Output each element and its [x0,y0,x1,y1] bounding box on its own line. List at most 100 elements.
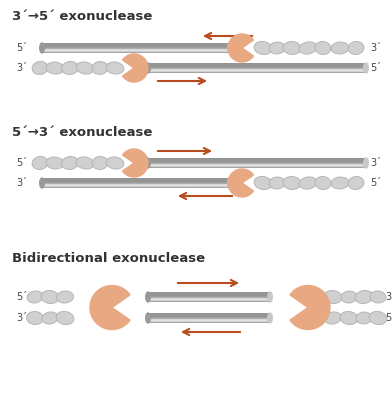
Ellipse shape [369,311,387,325]
Bar [42,43,230,44]
Ellipse shape [92,61,108,75]
Ellipse shape [32,156,48,169]
Text: 3´: 3´ [16,178,27,188]
Ellipse shape [62,156,78,169]
Bar [148,67,366,68]
Ellipse shape [40,43,44,53]
Bar [148,66,366,67]
Ellipse shape [32,61,48,75]
Text: 3´: 3´ [370,43,381,53]
Text: 5´: 5´ [385,313,392,323]
Bar [42,44,230,45]
Text: 5´: 5´ [16,292,27,302]
Bar [42,45,230,46]
Ellipse shape [41,290,59,303]
Ellipse shape [254,176,272,189]
Bar [148,318,270,319]
Wedge shape [123,149,148,177]
Wedge shape [228,34,254,62]
Bar [42,52,230,53]
Ellipse shape [27,312,44,325]
Bar [42,179,230,180]
Bar [148,314,270,315]
Ellipse shape [76,157,94,169]
Text: 3´: 3´ [370,158,381,168]
Ellipse shape [299,177,317,189]
Bar [148,165,366,166]
Bar [148,322,270,323]
Bar [148,163,366,164]
Bar [148,68,366,69]
Ellipse shape [106,157,124,169]
Bar [148,300,270,301]
Bar [148,294,270,295]
Bar [148,320,270,321]
Bar [148,299,270,300]
Ellipse shape [331,177,349,189]
Bar [42,187,230,188]
Ellipse shape [40,178,44,188]
Ellipse shape [268,292,272,302]
Bar [148,292,270,293]
Ellipse shape [315,42,331,55]
Bar [148,160,366,161]
Bar [148,293,270,294]
Ellipse shape [228,178,232,188]
Ellipse shape [340,311,358,325]
Wedge shape [290,285,330,329]
Text: 3´: 3´ [16,63,27,73]
Ellipse shape [348,42,364,55]
Ellipse shape [283,176,301,189]
Bar [148,301,270,302]
Bar [148,69,366,70]
Bar [42,51,230,52]
Wedge shape [123,54,148,82]
Bar [148,166,366,167]
Ellipse shape [146,63,150,73]
Bar [42,50,230,51]
Bar [148,319,270,320]
Text: 5´→3´ exonuclease: 5´→3´ exonuclease [12,127,152,140]
Ellipse shape [324,290,342,303]
Ellipse shape [56,291,73,303]
Bar [148,167,366,168]
Ellipse shape [254,41,272,55]
Bar [148,162,366,163]
Ellipse shape [364,63,368,73]
Bar [148,164,366,165]
Ellipse shape [146,292,150,302]
Text: 3´→5´ exonuclease: 3´→5´ exonuclease [12,9,152,22]
Text: 5´: 5´ [370,178,381,188]
Ellipse shape [42,312,58,324]
Bar [42,178,230,179]
Bar [42,48,230,49]
Bar [148,64,366,65]
Bar [148,313,270,314]
Ellipse shape [355,290,373,303]
Bar [42,185,230,186]
Ellipse shape [146,158,150,168]
Ellipse shape [46,157,64,169]
Bar [148,71,366,72]
Bar [42,181,230,182]
Ellipse shape [228,43,232,53]
Text: 3´: 3´ [385,292,392,302]
Ellipse shape [364,158,368,168]
Bar [148,65,366,66]
Bar [42,49,230,50]
Bar [42,184,230,185]
Ellipse shape [370,291,386,303]
Ellipse shape [269,42,285,54]
Ellipse shape [92,156,108,169]
Bar [148,297,270,298]
Ellipse shape [268,313,272,323]
Ellipse shape [348,176,364,189]
Text: 5´: 5´ [370,63,381,73]
Text: Bidirectional exonuclease: Bidirectional exonuclease [12,252,205,264]
Bar [42,180,230,181]
Ellipse shape [283,42,301,55]
Bar [148,295,270,296]
Ellipse shape [325,312,341,324]
Bar [42,182,230,183]
Ellipse shape [76,62,94,74]
